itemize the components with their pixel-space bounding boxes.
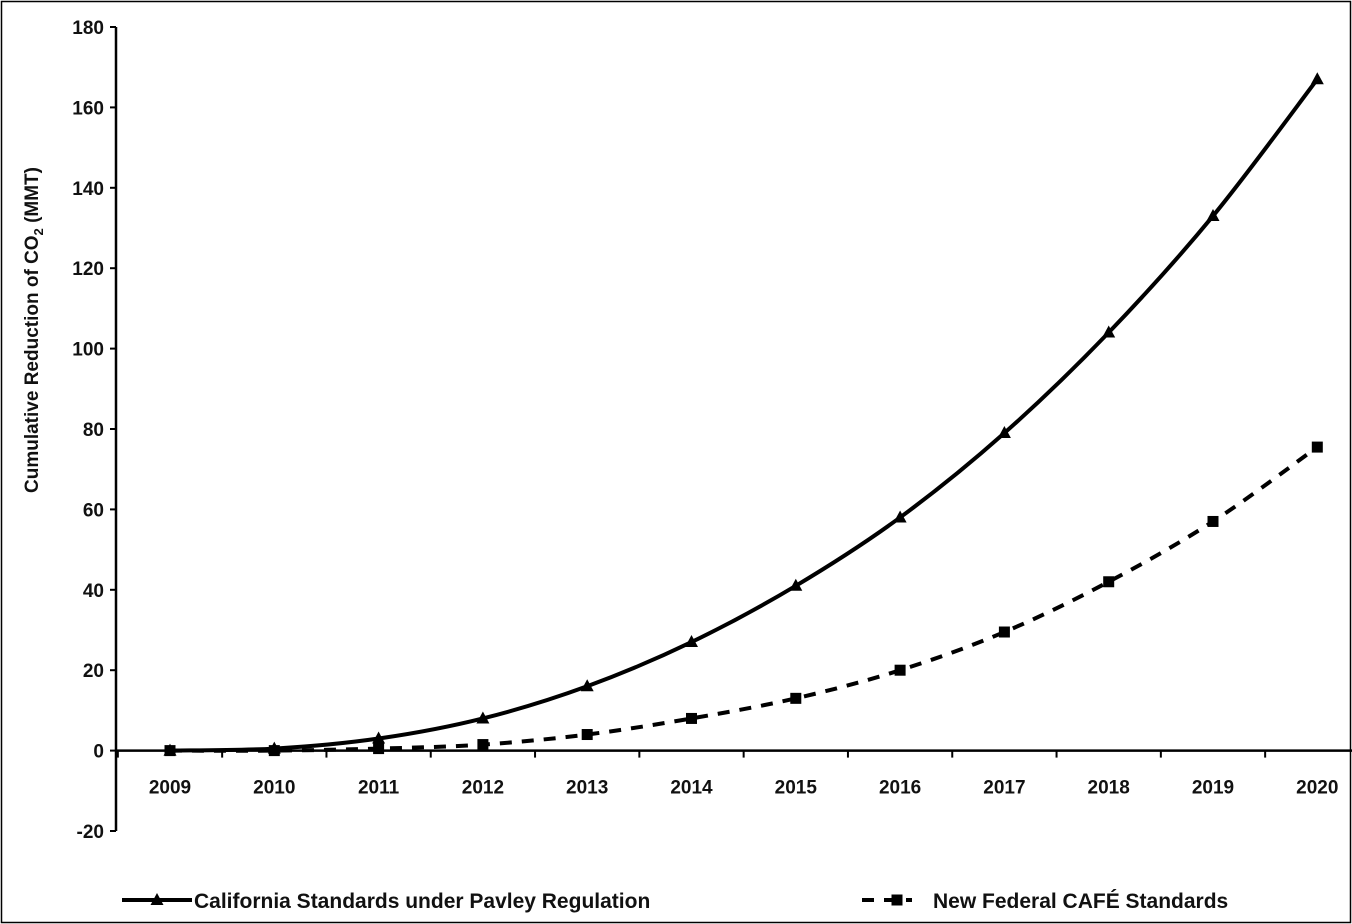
x-tick-label: 2016 — [879, 778, 921, 799]
data-point-triangle — [1102, 325, 1116, 338]
y-tick-label: 100 — [72, 340, 104, 361]
y-tick-label: 160 — [72, 98, 104, 119]
data-point-triangle — [476, 711, 490, 724]
legend-entry-2: New Federal CAFÉ Standards — [862, 890, 1228, 913]
x-tick-label: 2010 — [253, 778, 295, 799]
x-tick-label: 2019 — [1192, 778, 1234, 799]
x-tick-label: 2012 — [462, 778, 504, 799]
data-point-square — [686, 712, 697, 724]
x-tick-label: 2017 — [983, 778, 1025, 799]
legend-marker-triangle — [150, 893, 164, 905]
data-point-square — [268, 745, 280, 757]
data-point-square — [164, 745, 176, 757]
y-tick-label: 60 — [83, 500, 104, 521]
x-tick-label: 2011 — [358, 778, 400, 799]
y-tick-label: 180 — [72, 18, 104, 39]
x-tick-label: 2014 — [670, 778, 713, 799]
x-tick-label: 2013 — [566, 778, 608, 799]
legend-marker-square — [891, 894, 903, 906]
y-tick-label: 120 — [72, 259, 104, 280]
y-axis-title-unit: (MMT) — [22, 167, 43, 228]
data-point-triangle — [893, 510, 907, 523]
y-axis-title-main: Cumulative Reduction of CO — [22, 235, 43, 493]
data-point-square — [581, 729, 593, 741]
data-point-triangle — [997, 426, 1011, 439]
series-2 — [164, 441, 1323, 757]
series-layer — [163, 72, 1324, 757]
axes: -20 0 20 40 60 80 100 120 140 160 180 2009 2010 2011 2… — [72, 18, 1352, 843]
y-axis-title-subscript: 2 — [31, 228, 46, 235]
data-point-triangle — [1206, 208, 1220, 221]
data-point-square — [477, 739, 489, 751]
legend: California Standards under Pavley Regula… — [122, 890, 1228, 913]
legend-entry-1: California Standards under Pavley Regula… — [122, 890, 650, 913]
y-tick-label: 140 — [72, 179, 104, 200]
data-point-square — [998, 626, 1010, 638]
series-line — [169, 445, 1319, 753]
x-tick-label: 2018 — [1088, 778, 1130, 799]
data-point-square — [1207, 515, 1219, 527]
y-tick-label: 0 — [93, 742, 104, 763]
y-tick-label: 20 — [83, 661, 104, 682]
x-tick-label: 2009 — [149, 778, 191, 799]
data-point-square — [790, 692, 802, 704]
data-point-triangle — [789, 578, 803, 591]
y-tick-label: 40 — [83, 581, 104, 602]
data-point-square — [894, 664, 906, 676]
data-point-triangle — [1310, 72, 1324, 85]
data-point-square — [373, 743, 385, 755]
data-point-triangle — [685, 635, 698, 648]
x-tick-label: 2020 — [1296, 778, 1338, 799]
data-point-square — [1311, 441, 1323, 453]
data-point-square — [1103, 576, 1115, 588]
legend-label-1: California Standards under Pavley Regula… — [194, 890, 650, 913]
y-tick-label: -20 — [77, 822, 104, 843]
series-line — [169, 78, 1319, 753]
series-1 — [163, 72, 1324, 756]
data-point-triangle — [580, 679, 594, 692]
legend-label-2: New Federal CAFÉ Standards — [933, 890, 1228, 913]
x-tick-label: 2015 — [775, 778, 818, 799]
y-axis-title: Cumulative Reduction of CO2 (MMT) — [22, 167, 46, 493]
y-axis-title-group: Cumulative Reduction of CO2 (MMT) — [22, 167, 46, 493]
y-tick-label: 80 — [83, 420, 104, 441]
data-point-triangle — [372, 731, 386, 744]
